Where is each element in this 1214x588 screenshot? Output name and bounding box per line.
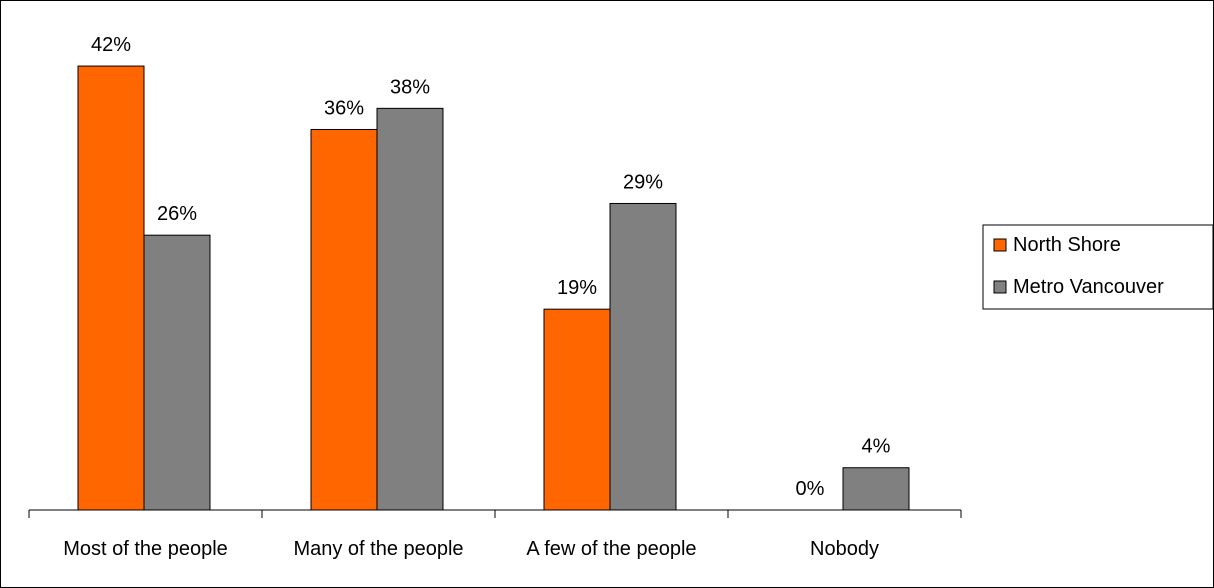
bar-north-shore-1 — [310, 128, 378, 511]
x-tick-label: A few of the people — [526, 538, 696, 560]
data-labels-layer: 42% 26% 36% 38% 19% 29% 0% 4% — [91, 34, 891, 500]
data-label: 0% — [796, 478, 825, 500]
data-label: 29% — [623, 171, 663, 193]
data-label: 19% — [557, 277, 597, 299]
legend-label: Metro Vancouver — [1013, 276, 1164, 298]
legend-box — [982, 224, 1213, 310]
data-label: 42% — [91, 34, 131, 56]
legend-swatch — [993, 280, 1007, 294]
bar-metro-vancouver-2 — [609, 202, 677, 511]
data-label: 38% — [390, 76, 430, 98]
legend-swatch — [993, 238, 1007, 252]
data-label: 26% — [157, 203, 197, 225]
bar-north-shore-2 — [543, 308, 611, 511]
x-tick-label: Most of the people — [63, 538, 228, 560]
data-label: 36% — [324, 97, 364, 119]
bar-metro-vancouver-0 — [143, 234, 211, 511]
bars-layer — [77, 65, 910, 511]
legend: North Shore Metro Vancouver — [982, 224, 1213, 310]
data-label: 4% — [862, 436, 891, 458]
bar-north-shore-0 — [77, 65, 145, 511]
x-tick-label: Nobody — [810, 538, 879, 560]
bar-metro-vancouver-1 — [376, 107, 444, 511]
legend-label: North Shore — [1013, 234, 1121, 256]
x-tick-label: Many of the people — [293, 538, 463, 560]
bar-metro-vancouver-3 — [842, 467, 910, 511]
x-axis: Most of the people Many of the people A fe… — [28, 509, 962, 560]
